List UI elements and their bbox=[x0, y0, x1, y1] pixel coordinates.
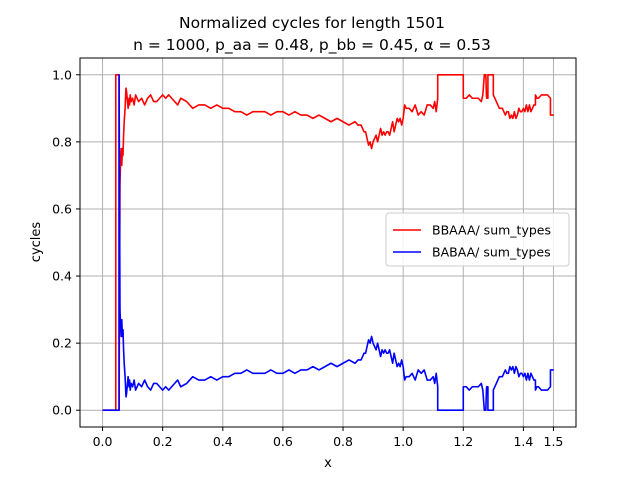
x-tick-label: 0.6 bbox=[273, 434, 293, 449]
x-tick-label: 0.0 bbox=[93, 434, 113, 449]
x-tick-label: 0.2 bbox=[153, 434, 173, 449]
y-tick-label: 0.4 bbox=[52, 269, 72, 284]
x-tick-label: 0.4 bbox=[213, 434, 233, 449]
chart-title: Normalized cycles for length 1501 bbox=[179, 14, 445, 32]
x-axis-label: x bbox=[324, 456, 332, 471]
series-line-babaa bbox=[102, 73, 555, 412]
legend-label-bbaaa: BBAAA/ sum_types bbox=[432, 223, 551, 238]
series-layer bbox=[102, 73, 555, 412]
series-line-bbaaa bbox=[102, 73, 555, 412]
legend-box bbox=[385, 212, 570, 267]
legend: BBAAA/ sum_types BABAA/ sum_types bbox=[385, 212, 570, 267]
axes-frame bbox=[79, 57, 577, 428]
chart-subtitle: n = 1000, p_aa = 0.48, p_bb = 0.45, α = … bbox=[133, 36, 491, 55]
x-tick-label: 1.4 bbox=[513, 434, 533, 449]
x-tick-label: 1.5 bbox=[544, 434, 564, 449]
x-tick-label: 1.0 bbox=[393, 434, 413, 449]
x-tick-label: 0.8 bbox=[333, 434, 353, 449]
y-tick-label: 0.8 bbox=[52, 134, 72, 149]
x-tick-label: 1.2 bbox=[453, 434, 473, 449]
y-tick-label: 0.0 bbox=[52, 403, 72, 418]
ticks-layer: 0.0 0.2 0.4 0.6 0.8 1.0 1.2 1.4 1.5 0.0 0.2 0.4 0.6 0… bbox=[52, 67, 563, 449]
plot-area: 0.0 0.2 0.4 0.6 0.8 1.0 1.2 1.4 1.5 0.0 0.2 0.4 0.6 0… bbox=[52, 57, 577, 449]
y-tick-label: 0.2 bbox=[52, 336, 72, 351]
y-tick-label: 0.6 bbox=[52, 201, 72, 216]
y-axis-label: cycles bbox=[29, 222, 44, 263]
y-tick-label: 1.0 bbox=[52, 67, 72, 82]
legend-label-babaa: BABAA/ sum_types bbox=[432, 245, 551, 260]
